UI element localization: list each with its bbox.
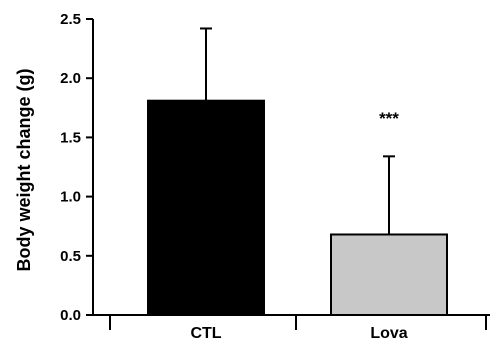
significance-annotation: *** [379, 109, 399, 128]
bar-lova [330, 233, 448, 317]
y-tick-label: 2.5 [60, 11, 81, 28]
y-tick-label: 1.0 [60, 189, 81, 206]
axes-group: CTL Lova 0.0 0.5 1.0 1.5 2.0 2.5 [60, 11, 490, 342]
y-tick-label: 2.0 [60, 70, 81, 87]
category-label-ctl: CTL [190, 325, 221, 342]
y-tick-label: 0.5 [60, 248, 81, 265]
category-label-lova: Lova [370, 325, 407, 342]
y-tick-label: 1.5 [60, 129, 81, 146]
y-tick-label: 0.0 [60, 307, 81, 324]
bars-group: *** [147, 27, 448, 317]
y-axis-title: Body weight change (g) [14, 68, 34, 271]
bar-ctl [147, 99, 265, 316]
